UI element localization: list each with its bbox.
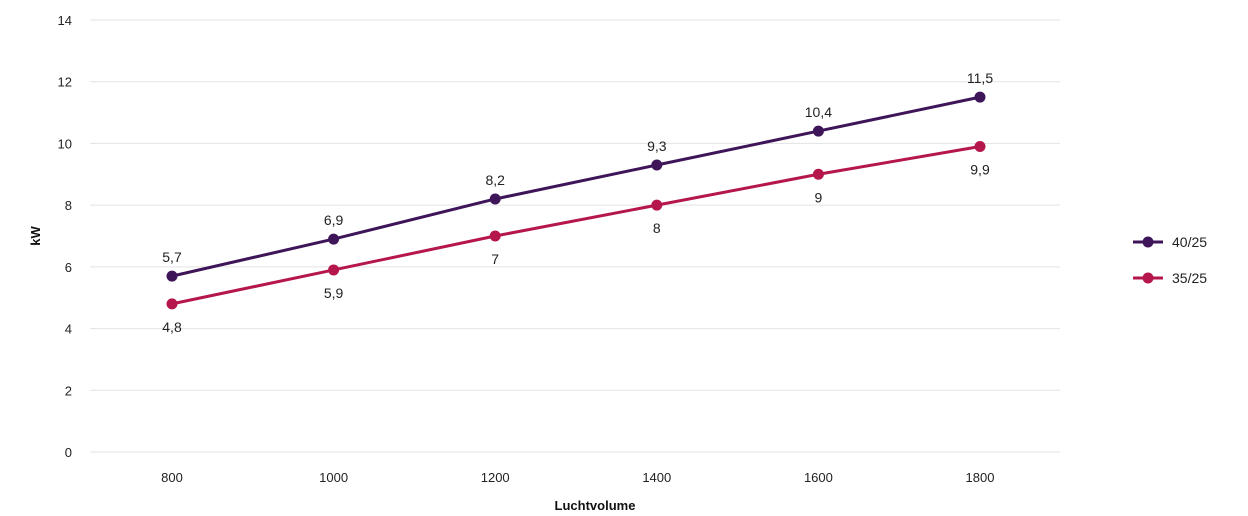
x-tick-label: 1600 — [804, 470, 833, 485]
data-point — [974, 91, 986, 103]
data-label: 8,2 — [485, 172, 505, 188]
y-tick-label: 0 — [65, 445, 72, 460]
series-line — [171, 145, 981, 306]
y-tick-label: 10 — [58, 136, 72, 151]
x-axis-tick-labels: 800 1000 1200 1400 1600 1800 — [161, 470, 994, 485]
x-tick-label: 1800 — [966, 470, 995, 485]
y-tick-label: 8 — [65, 198, 72, 213]
data-point — [328, 233, 340, 245]
series-35-25: 4,8 5,9 7 8 9 9,9 — [162, 141, 990, 335]
series-line — [171, 95, 981, 278]
legend-item: 35/25 — [1133, 270, 1207, 286]
legend-swatch-marker — [1142, 236, 1154, 248]
data-label: 5,7 — [162, 249, 182, 265]
data-point — [651, 199, 663, 211]
data-label: 9,3 — [647, 138, 667, 154]
data-point — [166, 270, 178, 282]
data-label: 5,9 — [324, 285, 344, 301]
data-point — [974, 141, 986, 153]
gridlines — [90, 19, 1060, 453]
y-tick-label: 14 — [58, 13, 72, 28]
data-label: 8 — [653, 220, 661, 236]
data-point — [651, 159, 663, 171]
data-point — [166, 298, 178, 310]
data-label: 6,9 — [324, 212, 344, 228]
legend-label: 40/25 — [1172, 234, 1207, 250]
data-label: 10,4 — [805, 104, 832, 120]
data-point — [489, 193, 501, 205]
x-tick-label: 1200 — [481, 470, 510, 485]
x-tick-label: 800 — [161, 470, 183, 485]
y-tick-label: 6 — [65, 260, 72, 275]
legend-label: 35/25 — [1172, 270, 1207, 286]
data-label: 7 — [491, 251, 499, 267]
y-tick-label: 2 — [65, 383, 72, 398]
series-layer: 5,7 6,9 8,2 9,3 10,4 11,5 4,8 5,9 7 8 9 9,9 — [162, 70, 993, 335]
legend: 40/25 35/25 — [1133, 234, 1207, 286]
data-point — [489, 230, 501, 242]
x-axis-title: Luchtvolume — [555, 498, 636, 513]
y-axis-tick-labels: 0 2 4 6 8 10 12 14 — [58, 13, 72, 460]
data-label: 9,9 — [970, 162, 990, 178]
data-point — [812, 125, 824, 137]
data-label: 11,5 — [967, 70, 993, 86]
data-point — [328, 264, 340, 276]
x-tick-label: 1000 — [319, 470, 348, 485]
legend-item: 40/25 — [1133, 234, 1207, 250]
y-tick-label: 12 — [58, 75, 72, 90]
data-label: 4,8 — [162, 319, 182, 335]
x-tick-label: 1400 — [642, 470, 671, 485]
series-40-25: 5,7 6,9 8,2 9,3 10,4 11,5 — [162, 70, 993, 282]
y-axis-title: kW — [28, 226, 43, 246]
data-point — [812, 168, 824, 180]
legend-swatch-marker — [1142, 272, 1154, 284]
data-label: 9 — [815, 189, 823, 205]
y-tick-label: 4 — [65, 322, 72, 337]
